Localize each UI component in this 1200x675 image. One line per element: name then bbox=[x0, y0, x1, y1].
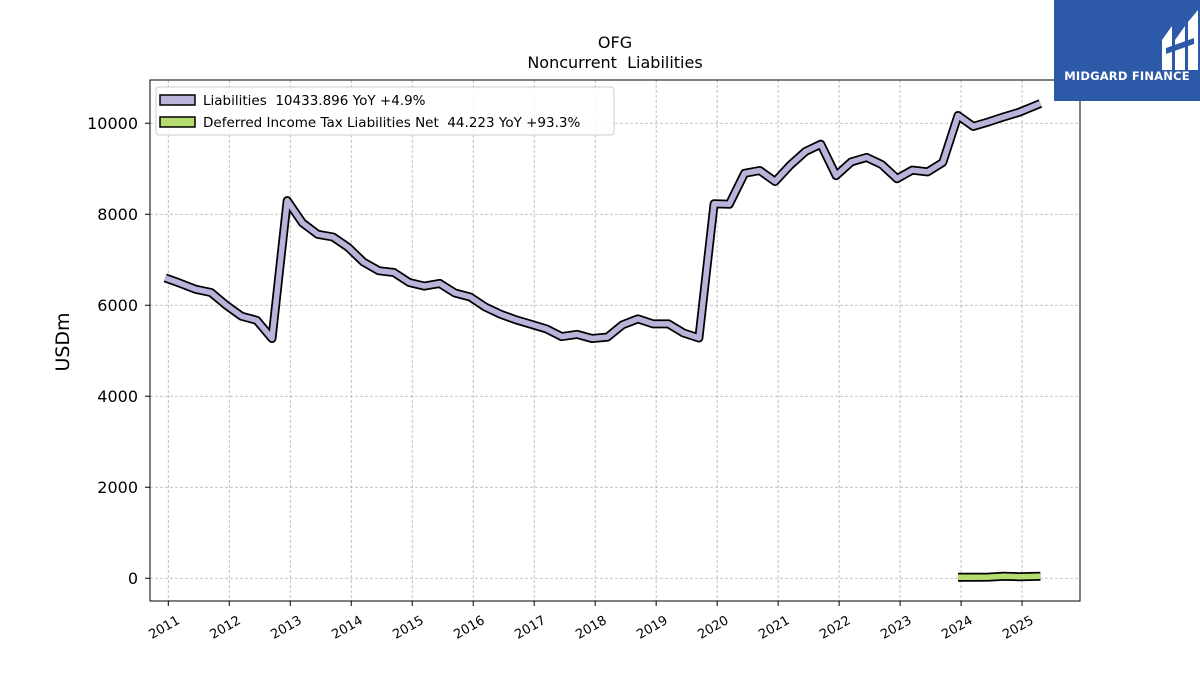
brand-mark-icon bbox=[1162, 10, 1198, 70]
y-tick-label: 8000 bbox=[97, 205, 138, 224]
plot-frame bbox=[149, 79, 1081, 602]
legend-swatch bbox=[159, 94, 196, 106]
x-tick-label: 2019 bbox=[634, 613, 670, 643]
chart-subtitle: Noncurrent Liabilities bbox=[527, 53, 702, 72]
x-tick-label: 2011 bbox=[146, 613, 182, 643]
chart-title: OFG bbox=[598, 33, 632, 52]
x-tick-label: 2015 bbox=[390, 613, 426, 643]
legend: Liabilities 10433.896 YoY +4.9% Deferred … bbox=[155, 86, 615, 136]
y-axis-label: USDm bbox=[52, 312, 74, 371]
x-tick-label: 2014 bbox=[329, 613, 365, 643]
legend-label: Deferred Income Tax Liabilities Net 44.2… bbox=[203, 115, 580, 131]
x-tick-label: 2018 bbox=[573, 613, 609, 643]
axes: 0 2000 4000 6000 8000 10000 2011 2012 2013 2014 20… bbox=[87, 114, 1036, 643]
x-tick-label: 2012 bbox=[207, 613, 243, 643]
legend-box bbox=[155, 86, 615, 136]
series-line-outline bbox=[163, 99, 1043, 343]
x-tick-label: 2022 bbox=[817, 613, 853, 643]
x-tick-label: 2017 bbox=[512, 613, 548, 643]
y-tick-label: 10000 bbox=[87, 114, 138, 133]
series-1 bbox=[163, 99, 1043, 343]
series-layer bbox=[163, 99, 1043, 582]
x-tick-label: 2020 bbox=[695, 613, 731, 643]
x-tick-label: 2013 bbox=[268, 613, 304, 643]
y-tick-label: 4000 bbox=[97, 387, 138, 406]
series-line bbox=[164, 100, 1042, 342]
x-tick-label: 2024 bbox=[939, 613, 975, 643]
brand-logo: MIDGARD FINANCE bbox=[1054, 0, 1200, 101]
series-2 bbox=[958, 571, 1041, 582]
y-tick-label: 0 bbox=[128, 569, 138, 588]
brand-name: MIDGARD FINANCE bbox=[1064, 69, 1190, 83]
legend-label: Liabilities 10433.896 YoY +4.9% bbox=[203, 93, 426, 109]
y-tick-label: 2000 bbox=[97, 478, 138, 497]
x-tick-label: 2025 bbox=[1000, 613, 1036, 643]
x-tick-label: 2016 bbox=[451, 613, 487, 643]
x-tick-label: 2023 bbox=[878, 613, 914, 643]
x-tick-label: 2021 bbox=[756, 613, 792, 643]
y-tick-label: 6000 bbox=[97, 296, 138, 315]
legend-swatch bbox=[159, 116, 196, 128]
series-line bbox=[958, 573, 1041, 580]
